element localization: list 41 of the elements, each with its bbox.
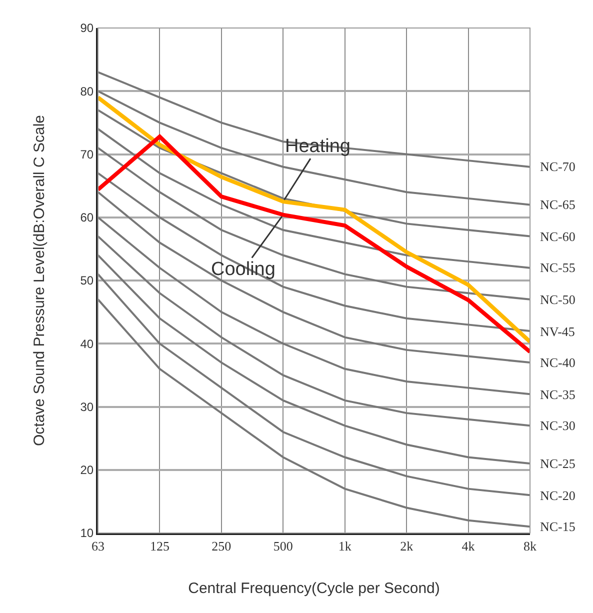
x-tick-label: 500	[273, 538, 293, 554]
line-series	[98, 298, 530, 528]
x-tick-label: 63	[92, 538, 104, 554]
x-tick-label: 8k	[524, 538, 537, 554]
series-label: NC-55	[540, 260, 576, 275]
y-tick-label: 70	[80, 147, 94, 162]
line-series	[98, 235, 530, 427]
line-series	[98, 216, 530, 396]
y-tick-label: 20	[80, 463, 94, 478]
x-tick-label: 250	[212, 538, 232, 554]
series-label: NC-70	[540, 159, 576, 174]
line-series	[98, 90, 530, 206]
y-tick-label: 50	[80, 274, 94, 288]
line-series	[98, 71, 530, 168]
y-tick-label: 90	[80, 21, 94, 36]
series-label: NC-60	[540, 229, 576, 244]
line-series	[98, 134, 530, 354]
y-axis-title: Octave Sound Pressure Level(dB:Overall C Scale	[30, 115, 48, 446]
y-tick-label: 60	[80, 210, 94, 225]
series-label: NC-35	[540, 387, 576, 402]
series-label: NC-25	[540, 456, 576, 471]
series-label: NC-20	[540, 488, 576, 503]
line-series	[98, 95, 530, 344]
x-tick-label: 2k	[400, 538, 414, 554]
series-label: NC-50	[540, 292, 576, 307]
line-series	[98, 172, 530, 332]
series-label: NC-15	[540, 519, 576, 534]
x-tick-label: 4k	[462, 538, 476, 554]
x-tick-label: 1k	[338, 538, 352, 554]
series-label: NC-30	[540, 418, 576, 433]
line-series	[98, 191, 530, 364]
y-tick-label: 10	[80, 526, 94, 540]
series-label: NC-65	[540, 197, 576, 212]
y-tick-label: 30	[80, 400, 94, 414]
line-series	[98, 254, 530, 465]
y-tick-label: 40	[80, 336, 94, 351]
x-axis-title: Central Frequency(Cycle per Second)	[188, 580, 440, 598]
x-tick-label: 125	[150, 538, 170, 554]
y-tick-label: 80	[80, 84, 94, 98]
series-label: NV-45	[540, 324, 575, 339]
series-label: NC-40	[540, 355, 576, 370]
